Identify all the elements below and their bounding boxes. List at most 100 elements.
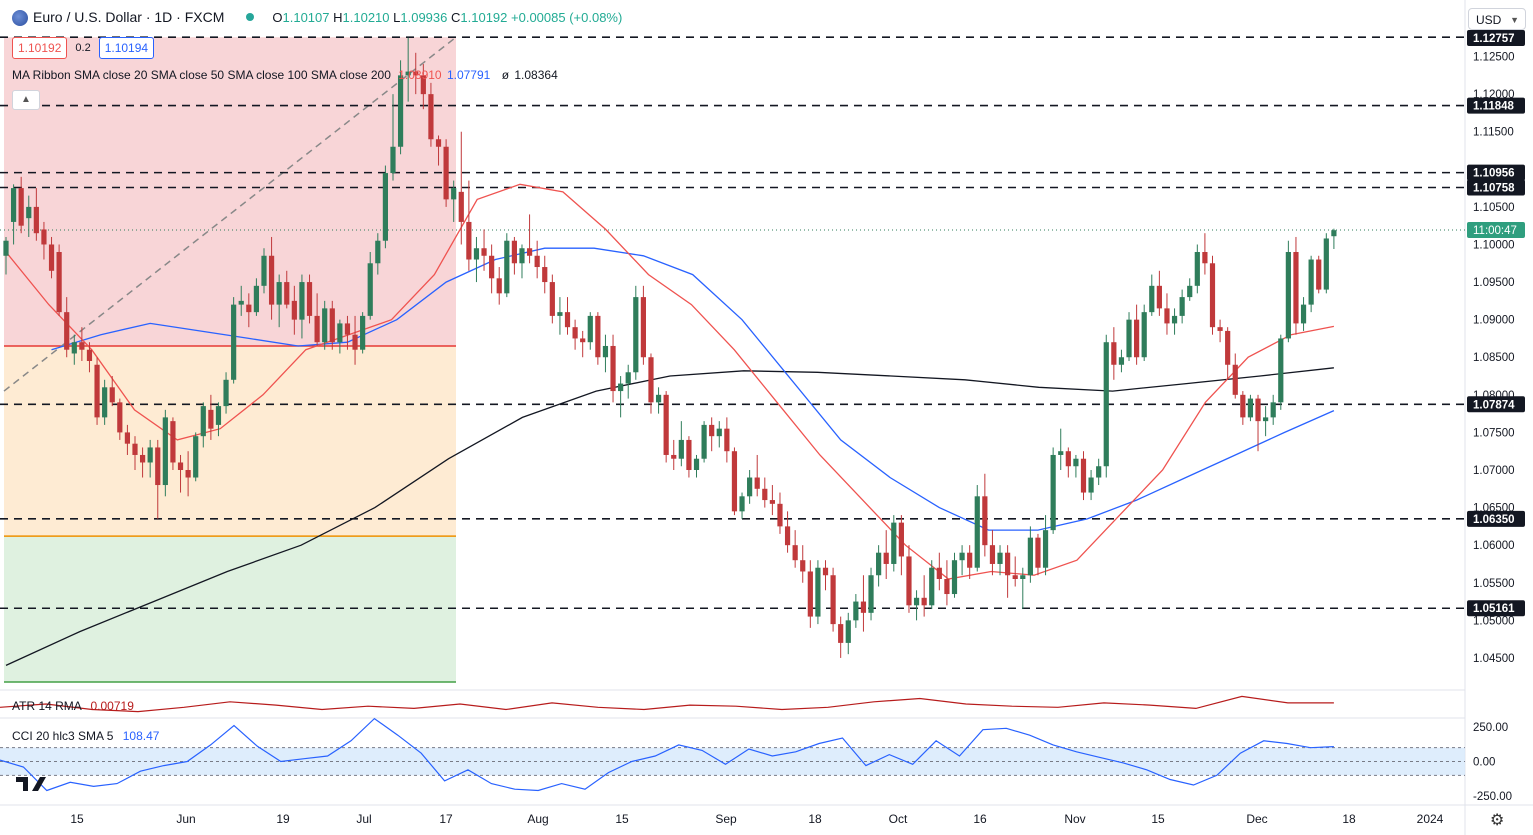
candle <box>1096 458 1102 486</box>
candle-body <box>1293 252 1299 324</box>
candle-body <box>1035 537 1041 568</box>
candle <box>769 485 775 516</box>
candle <box>1080 451 1087 501</box>
level-price-tag <box>1467 30 1525 46</box>
sma100-value: ø <box>501 68 510 82</box>
candle-body <box>959 552 965 561</box>
candle <box>367 252 373 320</box>
candle-body <box>1247 398 1254 418</box>
candle <box>1073 454 1079 478</box>
currency-value: USD <box>1476 13 1502 27</box>
ma-ribbon-legend[interactable]: MA Ribbon SMA close 20 SMA close 50 SMA … <box>12 68 558 82</box>
candle-body <box>709 424 715 437</box>
candle <box>10 184 17 245</box>
candle <box>1020 567 1026 610</box>
candle <box>246 293 252 328</box>
cci-legend[interactable]: CCI 20 hlc3 SMA 5 108.47 <box>12 729 159 743</box>
candle <box>906 545 912 613</box>
gear-icon[interactable]: ⚙ <box>1490 812 1505 829</box>
candle-body <box>618 383 624 392</box>
price-tick-label: 1.09000 <box>1473 315 1515 327</box>
candle <box>458 131 464 245</box>
candle-body <box>747 477 753 497</box>
candle-body <box>26 206 32 219</box>
candle <box>71 334 77 365</box>
symbol-title[interactable]: Euro / U.S. Dollar · 1D · FXCM <box>33 9 225 25</box>
candle <box>299 274 305 339</box>
candle <box>496 267 502 305</box>
candle-body <box>1285 252 1291 339</box>
sell-price-button[interactable]: 1.10192 <box>12 37 68 59</box>
candle <box>822 560 829 591</box>
countdown-tag <box>1467 222 1525 239</box>
candle-body <box>367 263 373 316</box>
candle <box>1118 349 1125 373</box>
candle-body <box>170 421 176 463</box>
candle <box>231 297 237 384</box>
candle <box>1217 319 1223 343</box>
atr-legend[interactable]: ATR 14 RMA 0.00719 <box>12 699 134 713</box>
fib-zone <box>4 345 456 537</box>
collapse-legend-button[interactable]: ▲ <box>12 90 40 110</box>
market-open-icon <box>246 13 255 21</box>
candle <box>1331 228 1337 249</box>
candle <box>777 492 783 534</box>
candle <box>1316 255 1322 294</box>
candle-body <box>238 300 244 305</box>
candle <box>1278 334 1284 410</box>
time-tick-label: 17 <box>439 812 453 826</box>
candle-body <box>10 188 17 222</box>
candle-body <box>1300 304 1307 324</box>
cci-line <box>0 717 1334 792</box>
candle <box>951 552 958 598</box>
candle <box>800 545 806 583</box>
level-price-label: 1.07874 <box>1473 399 1515 411</box>
fib-zone <box>4 37 456 346</box>
candle-body <box>284 282 290 305</box>
candle <box>1194 244 1200 294</box>
candle <box>124 424 131 455</box>
candle-body <box>648 357 654 403</box>
candle-body <box>587 315 593 343</box>
time-tick-label: Oct <box>889 812 908 826</box>
candle <box>1058 428 1064 470</box>
candle <box>473 236 480 283</box>
candle-body <box>595 315 601 358</box>
candle-body <box>686 439 692 470</box>
candle-body <box>109 387 115 403</box>
candle-body <box>291 300 297 320</box>
time-tick-label: 2024 <box>1417 812 1444 826</box>
candle <box>1027 526 1033 583</box>
time-tick-label: 15 <box>1151 812 1165 826</box>
candle-body <box>1278 338 1284 403</box>
candle-body <box>951 560 958 595</box>
candle-body <box>299 282 305 320</box>
candle <box>291 285 297 335</box>
candle-body <box>678 439 684 459</box>
time-tick-label: Dec <box>1246 812 1267 826</box>
candle-body <box>769 500 775 504</box>
currency-select[interactable]: USD ▼ <box>1468 8 1526 30</box>
candle-body <box>822 567 829 576</box>
candle-body <box>1080 458 1087 493</box>
candle <box>375 233 381 275</box>
candle <box>26 195 32 237</box>
candle <box>435 135 442 166</box>
candle <box>1255 394 1261 452</box>
candle-body <box>1308 259 1314 305</box>
candle <box>1164 293 1170 335</box>
candle-body <box>231 304 237 380</box>
atr-line <box>0 695 1334 713</box>
candle-body <box>989 545 996 564</box>
buy-price-button[interactable]: 1.10194 <box>98 37 155 59</box>
level-price-tag <box>1467 510 1525 527</box>
candle <box>1012 556 1018 587</box>
candle-body <box>86 349 93 361</box>
candle <box>860 575 867 632</box>
candle <box>3 236 9 275</box>
candle <box>1171 308 1178 335</box>
price-tick-label: 1.07500 <box>1473 427 1515 439</box>
candle <box>48 236 55 279</box>
candle-body <box>132 443 138 455</box>
